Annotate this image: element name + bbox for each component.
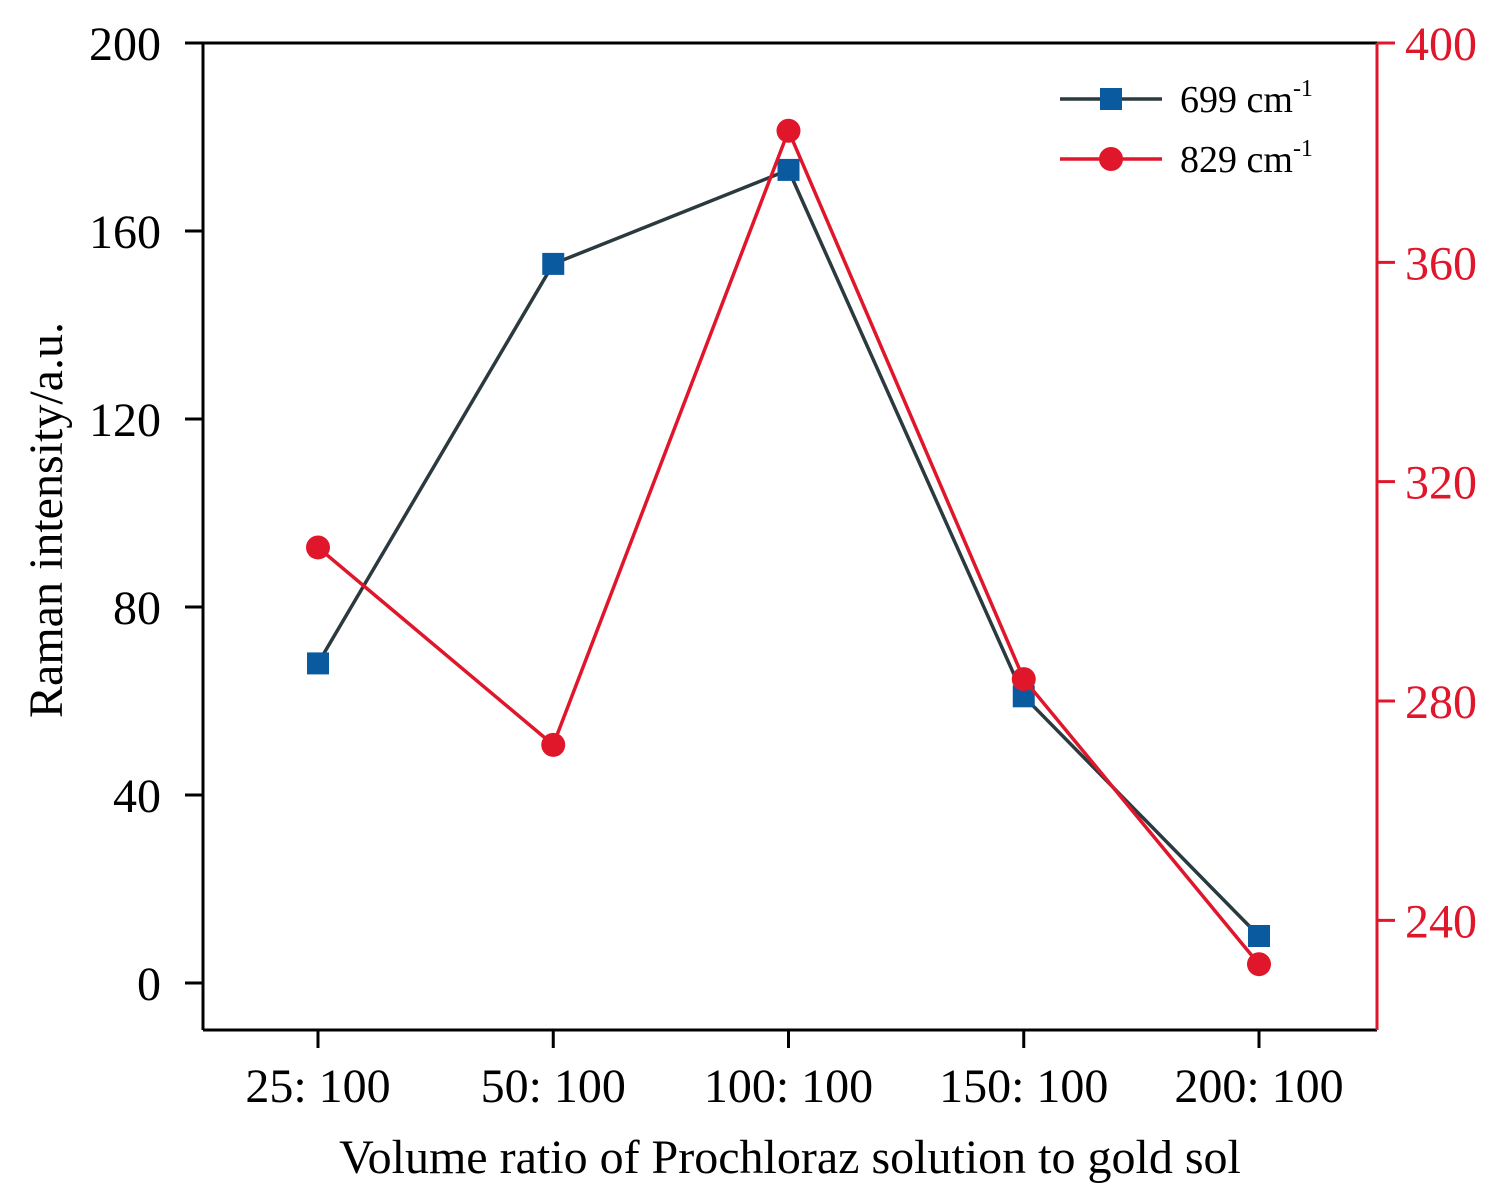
series-1-point	[1012, 685, 1035, 708]
y-right-tick-label: 360	[1405, 237, 1477, 290]
y-left-tick-label: 200	[89, 18, 161, 71]
ticks: 0 40 80 120 160 200 240 280 320 360 400 25: 100 50: …	[89, 18, 1477, 1113]
y-right-tick-label: 400	[1405, 18, 1477, 71]
series-1-point	[542, 252, 565, 275]
series-2-point	[541, 732, 566, 757]
series-2-point	[1247, 952, 1271, 977]
y-left-tick-label: 0	[137, 958, 161, 1011]
legend-label-1: 699 cm-1	[1180, 76, 1313, 121]
x-tick-label: 200: 100	[1174, 1060, 1343, 1113]
y-left-tick-label: 120	[89, 394, 161, 447]
y-right-tick-label: 320	[1405, 457, 1477, 510]
series-1-point	[1248, 925, 1270, 947]
y-left-tick-label: 80	[113, 582, 161, 635]
series-line-1	[316, 168, 1261, 938]
legend-label-2: 829 cm-1	[1180, 136, 1313, 181]
y-right-tick-label: 240	[1405, 895, 1477, 948]
y-left-tick-label: 40	[113, 770, 161, 823]
x-tick-label: 25: 100	[245, 1060, 390, 1113]
x-tick-label: 150: 100	[939, 1060, 1108, 1113]
x-tick-label: 50: 100	[481, 1060, 626, 1113]
x-axis-title: Volume ratio of Prochloraz solution to g…	[339, 1131, 1241, 1184]
series-1-point	[307, 652, 329, 675]
x-tick-label: 100: 100	[704, 1060, 873, 1113]
legend-marker-2	[1099, 147, 1123, 171]
axes	[201, 41, 1379, 1032]
series-2-point	[306, 535, 330, 560]
legend-label-superscript: -1	[1293, 76, 1313, 102]
legend-marker-1	[1100, 88, 1122, 110]
legend: 699 cm-1 829 cm-1	[1060, 76, 1313, 181]
y-axis-title-left: Raman intensity/a.u.	[20, 322, 73, 718]
series-2-point	[776, 118, 801, 143]
legend-label-superscript: -1	[1293, 136, 1313, 162]
y-left-tick-label: 160	[89, 206, 161, 259]
y-right-tick-label: 280	[1405, 676, 1477, 729]
series-1-point	[777, 158, 800, 181]
series	[306, 118, 1271, 977]
series-2-point	[1011, 667, 1036, 692]
series-line-2	[316, 128, 1261, 966]
